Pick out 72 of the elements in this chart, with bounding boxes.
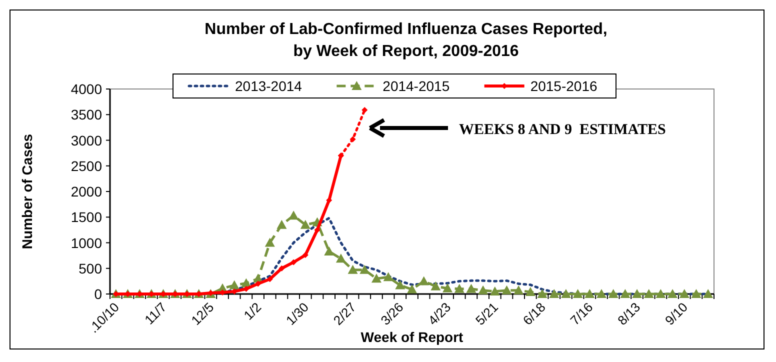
point <box>362 107 368 114</box>
point <box>326 197 332 204</box>
point <box>620 289 630 298</box>
y-tick-label: 2500 <box>70 158 102 174</box>
y-tick-label: 1000 <box>70 234 102 251</box>
point <box>264 238 275 247</box>
point <box>336 254 346 263</box>
legend-label: 2015-2016 <box>530 78 598 94</box>
point <box>691 289 702 298</box>
point <box>478 285 488 294</box>
point <box>584 289 595 298</box>
y-tick-label: 3500 <box>70 106 102 123</box>
annotation: WEEKS 8 AND 9 ESTIMATES <box>459 122 666 138</box>
x-tick-label: 1/30 <box>283 300 312 328</box>
point <box>466 284 476 293</box>
point <box>549 289 560 298</box>
point <box>276 220 287 229</box>
point <box>348 264 358 274</box>
point <box>360 264 370 274</box>
point <box>288 210 299 220</box>
y-tick-label: 1500 <box>70 209 102 226</box>
y-tick-label: 3000 <box>70 132 102 148</box>
point <box>324 246 334 256</box>
point <box>703 289 714 298</box>
point <box>407 284 417 294</box>
point <box>290 259 297 266</box>
point <box>229 280 240 290</box>
y-tick-label: 4000 <box>70 81 102 97</box>
point <box>668 289 678 298</box>
point <box>514 285 524 294</box>
point <box>525 286 536 296</box>
point <box>502 285 512 294</box>
point <box>596 289 606 298</box>
x-tick-label: 8/13 <box>614 300 644 328</box>
legend-label: 2013-2014 <box>235 78 302 94</box>
point <box>632 289 642 298</box>
point <box>302 252 308 258</box>
y-tick-label: 500 <box>78 260 102 276</box>
x-axis-title: Week of Report <box>360 329 464 345</box>
point <box>383 272 394 282</box>
x-tick-label: 9/10 <box>662 300 691 328</box>
point <box>350 136 356 142</box>
y-axis-title: Number of Cases <box>19 134 35 250</box>
point <box>679 289 690 298</box>
point <box>255 280 262 287</box>
point <box>278 265 285 272</box>
point <box>300 220 310 229</box>
x-tick-label: 5/21 <box>472 300 502 328</box>
y-tick-label: 2000 <box>70 184 102 200</box>
point <box>442 283 453 292</box>
x-tick-label: 7/16 <box>567 300 596 328</box>
point <box>572 289 583 298</box>
point <box>644 289 654 298</box>
point <box>430 281 441 290</box>
x-tick-label: 1/2 <box>240 300 264 323</box>
x-tick-label: 3/26 <box>378 300 406 328</box>
point <box>537 289 548 298</box>
y-tick-label: 0 <box>94 286 102 302</box>
point <box>371 274 382 283</box>
x-tick-label: 6/18 <box>520 300 548 328</box>
point <box>395 280 406 290</box>
point <box>418 276 429 286</box>
legend-label: 2014-2015 <box>382 78 450 94</box>
point <box>266 276 273 282</box>
point <box>608 289 618 298</box>
point <box>560 289 571 298</box>
point <box>454 284 464 293</box>
x-tick-label: 4/23 <box>425 300 454 328</box>
chart-title: Number of Lab-Confirmed Influenza Cases Reported, by Week of Report, 2009-2016 <box>204 21 608 60</box>
point <box>314 226 320 233</box>
point <box>656 289 666 298</box>
point <box>490 286 500 296</box>
